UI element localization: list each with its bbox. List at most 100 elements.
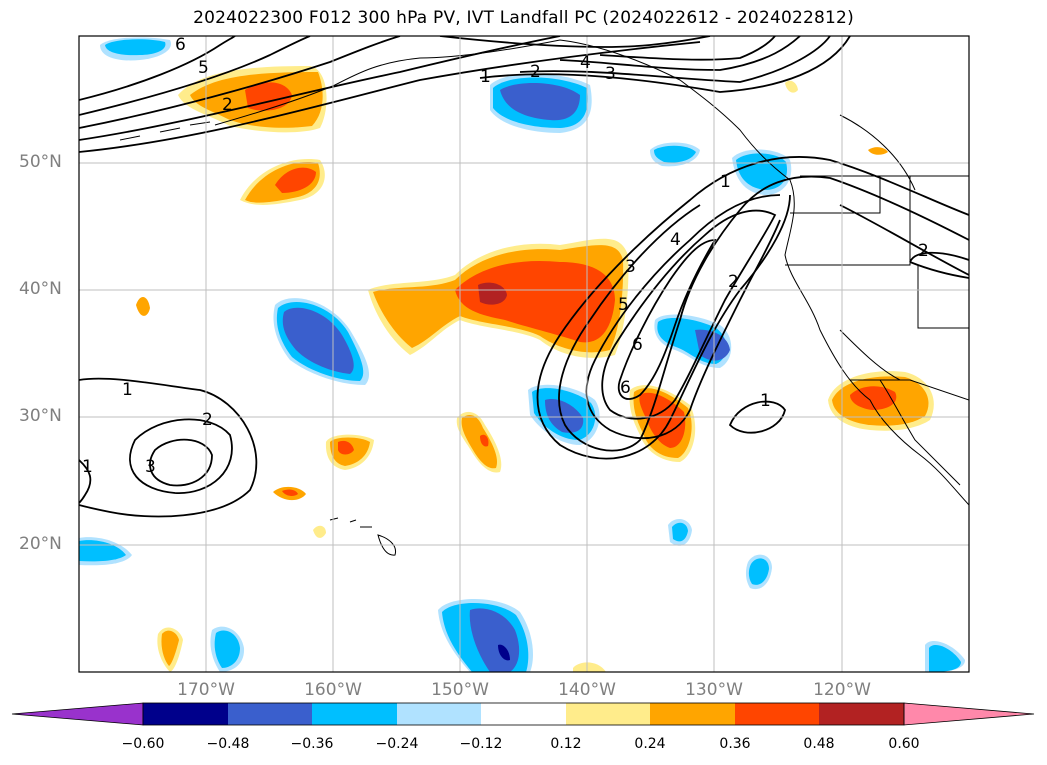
colorbar-tick-label: −0.48 [206, 736, 250, 752]
pv-negative-region [500, 83, 580, 121]
contour-labels: 1 2 3 4 5 6 1 2 3 4 5 6 6 1 1 2 3 2 1 2 [82, 35, 929, 477]
contour-line [909, 251, 969, 279]
colorbar-tick-label: 0.48 [803, 736, 835, 752]
coastline-mexico [879, 379, 961, 486]
pv-positive-region [455, 260, 615, 343]
colorbar-tick-label: −0.36 [290, 736, 334, 752]
contour-line [129, 418, 233, 494]
colorbar [11, 702, 1035, 726]
contour-line [599, 36, 776, 61]
lon-label-140w: 140°W [558, 680, 616, 700]
contour-line [439, 36, 711, 48]
pv-positive-region [785, 80, 798, 93]
contour-label: 2 [222, 95, 233, 115]
contour-line [559, 36, 801, 71]
contour-label: 2 [530, 62, 541, 82]
colorbar-tick-label: 0.24 [634, 736, 666, 752]
pv-positive-region [639, 392, 686, 448]
contour-label: 2 [728, 272, 739, 292]
lon-label-130w: 130°W [685, 680, 743, 700]
colorbar-segment [566, 703, 650, 725]
province-border [839, 114, 916, 191]
contour-label: 4 [580, 53, 591, 73]
pv-positive-region [161, 630, 179, 666]
contour-line [79, 36, 561, 141]
colorbar-segment [481, 703, 566, 725]
lon-label-150w: 150°W [431, 680, 489, 700]
pv-negative-region [672, 522, 688, 542]
contour-line [536, 156, 969, 460]
lon-label-160w: 160°W [304, 680, 362, 700]
pv-negative-region [929, 644, 961, 672]
state-border [790, 176, 881, 214]
contour-label: 1 [720, 172, 731, 192]
pv-negative-region [748, 558, 769, 585]
contour-label: 6 [175, 35, 186, 55]
colorbar-frame [142, 702, 905, 726]
pv-positive-region [478, 282, 507, 305]
gridlines [79, 36, 969, 672]
contour-line [558, 175, 969, 452]
pv-positive-region [313, 525, 326, 538]
map-background [79, 36, 969, 672]
state-border [917, 265, 969, 329]
colorbar-segment [819, 703, 904, 725]
state-border [839, 329, 901, 381]
island-hawaii [329, 517, 397, 556]
contour-label: 3 [145, 457, 156, 477]
contour-label: 1 [480, 67, 491, 87]
colorbar-tick-label: 0.60 [888, 736, 920, 752]
colorbar-segment [312, 703, 397, 725]
colorbar-segment [397, 703, 481, 725]
contour-line [79, 36, 401, 129]
contour-line [79, 36, 236, 101]
pv-positive-region [461, 415, 498, 469]
lon-label-120w: 120°W [813, 680, 871, 700]
coastlines [119, 39, 969, 556]
colorbar-extend-low [11, 702, 144, 726]
colorbar-segment [650, 703, 735, 725]
lat-label-30n: 30°N [19, 406, 62, 426]
pv-negative-region [282, 307, 354, 374]
colorbar-segment [735, 703, 819, 725]
contour-label: 2 [202, 410, 213, 430]
contour-label: 1 [760, 391, 771, 411]
contour-line [601, 209, 777, 420]
coastline-alaska [214, 39, 969, 506]
pv-positive-region [282, 489, 298, 496]
pv-shading [79, 37, 965, 672]
lat-label-50n: 50°N [19, 152, 62, 172]
contour-label: 3 [625, 257, 636, 277]
pv-positive-region [573, 662, 606, 672]
contour-line [585, 194, 969, 440]
pv-positive-region [338, 440, 354, 455]
state-border [850, 379, 969, 401]
pv-negative-region [654, 145, 696, 163]
colorbar-extend-high [903, 702, 1035, 726]
pv-positive-region [868, 147, 888, 155]
contour-label: 6 [620, 378, 631, 398]
pv-negative-region [498, 644, 510, 661]
contour-line [519, 36, 831, 83]
contour-label: 2 [918, 241, 929, 261]
lat-label-40n: 40°N [19, 279, 62, 299]
pv-positive-region [480, 434, 489, 447]
contour-line [79, 377, 258, 518]
colorbar-tick-label: −0.12 [459, 736, 503, 752]
contour-line [79, 459, 92, 504]
pv-positive-region [136, 297, 150, 316]
ivt-contours [79, 36, 969, 518]
aleutian-islands [119, 121, 211, 141]
colorbar-tick-label: −0.24 [375, 736, 419, 752]
contour-label: 6 [632, 335, 643, 355]
contour-line [79, 41, 701, 153]
map-frame [78, 35, 970, 673]
colorbar-segment [228, 703, 312, 725]
contour-line [728, 400, 786, 434]
contour-line [479, 36, 851, 93]
contour-line [79, 36, 311, 116]
contour-line [149, 438, 213, 487]
lon-label-170w: 170°W [177, 680, 235, 700]
contour-label: 5 [618, 295, 629, 315]
